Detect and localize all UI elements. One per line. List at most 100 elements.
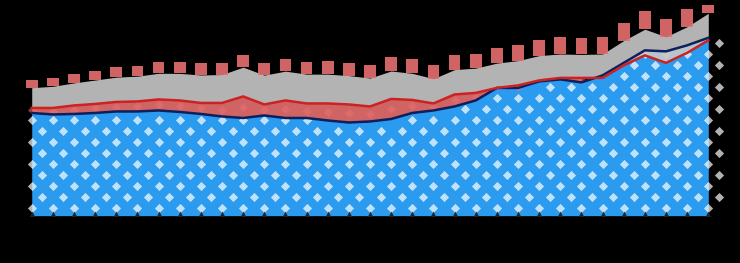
Point — [386, 140, 397, 144]
Bar — [491, 48, 502, 63]
Point — [650, 129, 662, 133]
Point — [470, 184, 482, 188]
Point — [682, 212, 693, 216]
Point — [417, 173, 428, 177]
Point — [502, 151, 514, 155]
Point — [258, 212, 270, 216]
Point — [692, 151, 704, 155]
Point — [238, 118, 249, 122]
Point — [47, 184, 58, 188]
Point — [692, 173, 704, 177]
Point — [364, 162, 376, 166]
Point — [480, 107, 492, 111]
Point — [576, 96, 588, 100]
Point — [300, 109, 312, 113]
Point — [248, 195, 260, 199]
Point — [258, 162, 270, 166]
Point — [174, 140, 186, 144]
Point — [428, 118, 440, 122]
Point — [618, 96, 630, 100]
Bar — [300, 62, 312, 74]
Point — [142, 195, 154, 199]
Point — [702, 184, 714, 188]
Point — [565, 195, 576, 199]
Point — [682, 184, 693, 188]
Point — [258, 118, 270, 122]
Point — [544, 107, 556, 111]
Point — [290, 129, 302, 133]
Point — [639, 74, 650, 78]
Point — [238, 140, 249, 144]
Point — [660, 184, 672, 188]
Point — [322, 140, 334, 144]
Point — [26, 140, 38, 144]
Point — [650, 85, 662, 89]
Point — [554, 206, 566, 210]
Point — [90, 212, 101, 216]
Point — [90, 184, 101, 188]
Point — [534, 96, 545, 100]
Bar — [280, 59, 292, 71]
Point — [670, 85, 682, 89]
Point — [152, 184, 164, 188]
Point — [544, 85, 556, 89]
Bar — [702, 0, 714, 13]
Point — [121, 151, 132, 155]
Point — [502, 107, 514, 111]
Bar — [258, 63, 270, 75]
Point — [702, 74, 714, 78]
Point — [121, 173, 132, 177]
Bar — [639, 11, 650, 29]
Point — [26, 206, 38, 210]
Point — [174, 104, 186, 108]
Point — [512, 162, 524, 166]
Point — [660, 74, 672, 78]
Point — [164, 151, 175, 155]
Point — [448, 98, 460, 103]
Point — [258, 206, 270, 210]
Point — [522, 107, 534, 111]
Point — [448, 140, 460, 144]
Point — [406, 118, 418, 122]
Point — [216, 108, 228, 112]
Point — [670, 63, 682, 67]
Point — [554, 118, 566, 122]
Point — [448, 206, 460, 210]
Point — [618, 184, 630, 188]
Point — [386, 184, 397, 188]
Point — [596, 162, 608, 166]
Point — [195, 106, 206, 110]
Point — [195, 206, 206, 210]
Point — [576, 184, 588, 188]
Point — [195, 184, 206, 188]
Point — [512, 184, 524, 188]
Point — [195, 140, 206, 144]
Point — [660, 118, 672, 122]
Point — [554, 162, 566, 166]
Point — [470, 162, 482, 166]
Point — [576, 162, 588, 166]
Point — [438, 129, 450, 133]
Point — [142, 151, 154, 155]
Point — [512, 96, 524, 100]
Point — [670, 195, 682, 199]
Point — [713, 41, 724, 45]
Point — [322, 212, 334, 216]
Point — [682, 74, 693, 78]
Point — [522, 173, 534, 177]
Point — [58, 129, 70, 133]
Point — [132, 184, 144, 188]
Point — [438, 195, 450, 199]
Point — [576, 78, 588, 82]
Point — [628, 129, 640, 133]
Point — [576, 206, 588, 210]
Point — [290, 195, 302, 199]
Point — [174, 206, 186, 210]
Point — [682, 162, 693, 166]
Point — [596, 140, 608, 144]
Point — [374, 173, 386, 177]
Point — [491, 162, 502, 166]
Point — [47, 140, 58, 144]
Point — [618, 118, 630, 122]
Point — [544, 151, 556, 155]
